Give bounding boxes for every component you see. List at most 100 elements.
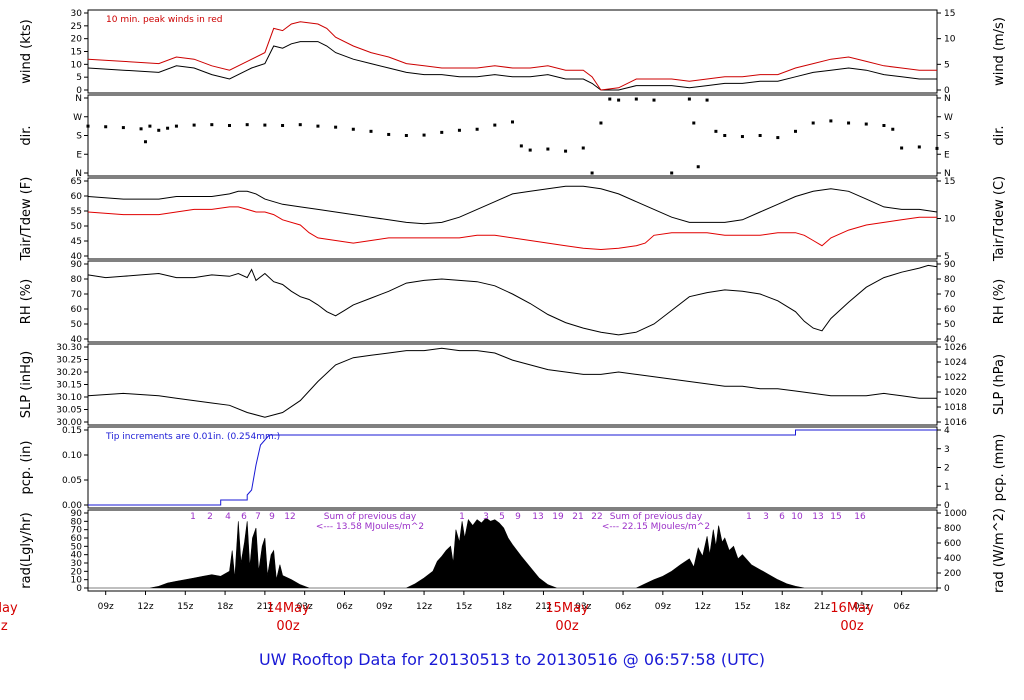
y-tick-label: 30.00 [56, 418, 82, 428]
x-tick-label: 12z [416, 602, 432, 612]
hour-label: 16 [854, 512, 866, 522]
hour-label: 1 [746, 512, 752, 522]
y-tick-label: 60 [71, 534, 83, 544]
y-tick-label: 30.05 [56, 406, 82, 416]
y-tick-label: E [76, 150, 82, 160]
x-tick-label: 15z [734, 602, 750, 612]
y-axis-label-right: rad (W/m^2) [992, 508, 1007, 593]
y-tick-label: 20 [71, 35, 83, 45]
hour-label: 19 [552, 512, 564, 522]
hour-label: 9 [269, 512, 275, 522]
panel-frame [87, 260, 938, 343]
data-point [511, 120, 514, 124]
hour-label: 3 [763, 512, 769, 522]
y-tick-label-right: 70 [944, 290, 956, 300]
x-tick-label: 12z [695, 602, 711, 612]
data-point [86, 124, 90, 128]
series-line [88, 429, 937, 506]
day-label-time: 00z [840, 619, 864, 634]
y-tick-label: 90 [71, 509, 83, 519]
x-tick-label: 09z [376, 602, 392, 612]
sum-label: Sum of previous day [610, 512, 703, 522]
y-tick-label: 30 [71, 559, 83, 569]
y-tick-label-right: 15 [944, 177, 955, 187]
y-tick-label-right: 10 [944, 215, 956, 225]
x-tick-label: 15z [456, 602, 472, 612]
y-axis-label: wind (kts) [19, 19, 34, 83]
panel-pcp: 0.00 0.05 0.10 0.15 0 1 2 3 4 pcp. (in) pcp. (mm) T… [19, 426, 1007, 511]
hour-label: 1 [190, 512, 196, 522]
x-tick-label: 09z [98, 602, 114, 612]
y-tick-label: 30.25 [56, 356, 82, 366]
x-tick-label: 06z [615, 602, 631, 612]
data-point [891, 127, 895, 131]
data-point [590, 171, 594, 175]
y-axis-label: Tair/Tdew (F) [19, 177, 34, 262]
y-tick-label-right: 3 [944, 445, 950, 455]
data-point [794, 129, 797, 133]
x-axis: 09z 12z 15z 18z 21z 03z 06z 09z 12z 15z 18z 21z 03z 0… [0, 591, 910, 634]
series-line [87, 264, 938, 336]
y-tick-label: 10 [71, 576, 83, 586]
data-point [696, 165, 700, 169]
hour-label: 22 [591, 512, 602, 522]
y-tick-label-right: 5 [944, 60, 950, 70]
y-axis-label-right: SLP (hPa) [992, 354, 1007, 415]
data-point [174, 124, 178, 128]
y-tick-label: N [75, 169, 82, 179]
hour-label: 3 [483, 512, 489, 522]
series-line [87, 347, 937, 418]
y-tick-label: 45 [71, 237, 82, 247]
data-point [882, 124, 886, 127]
hour-label: 13 [532, 512, 543, 522]
data-point [104, 125, 108, 129]
y-tick-label-right: S [944, 132, 950, 142]
x-tick-label: 21z [535, 602, 551, 612]
series-line [87, 21, 937, 91]
x-tick-label: 18z [774, 602, 790, 612]
data-point [157, 128, 161, 132]
y-axis-label-right: wind (m/s) [992, 17, 1007, 86]
hour-label: 6 [779, 512, 785, 522]
series-line [87, 206, 937, 251]
panel-frame [87, 509, 938, 592]
y-tick-label-right: 1016 [944, 418, 967, 428]
y-tick-label: 60 [71, 305, 83, 315]
y-tick-label-right: 4 [944, 426, 950, 436]
y-tick-label: 30.20 [56, 368, 82, 378]
hour-label: 9 [515, 512, 521, 522]
y-tick-label: N [75, 94, 82, 104]
panel-slp: 30.00 30.05 30.10 30.15 30.20 30.25 30.30 1016 1… [19, 343, 1007, 428]
data-point [263, 123, 267, 127]
y-tick-label: 30 [71, 9, 83, 19]
data-point [369, 129, 373, 133]
series-line [87, 185, 938, 225]
day-label: 16May [830, 601, 874, 616]
x-tick-label: 09z [655, 602, 671, 612]
y-tick-label-right: N [944, 94, 951, 104]
y-tick-label-right: E [944, 150, 950, 160]
panel-wind: 0 5 10 15 20 25 30 0 5 10 15 wind (kts) wind (m/s) 10… [19, 9, 1007, 96]
day-label: 14May [266, 601, 310, 616]
data-point [281, 124, 285, 127]
y-tick-label-right: 50 [944, 320, 956, 330]
y-tick-label-right: 800 [944, 524, 961, 534]
data-point [564, 149, 568, 153]
sum-value: <--- 13.58 MJoules/m^2 [316, 522, 424, 532]
hour-label: 2 [207, 512, 213, 522]
data-point [740, 135, 744, 139]
hour-label: 15 [830, 512, 841, 522]
y-tick-label: 50 [71, 320, 83, 330]
y-tick-label: 0.00 [62, 501, 82, 511]
data-point [316, 124, 320, 128]
y-tick-label-right: 1024 [944, 358, 967, 368]
y-axis-label: rad(Lgly/hr) [19, 512, 34, 588]
day-label: 13May [0, 601, 18, 616]
y-tick-label: 40 [71, 551, 83, 561]
x-tick-label: 06z [336, 602, 352, 612]
y-tick-label: 15 [71, 48, 82, 58]
y-axis-label-right: RH (%) [992, 279, 1007, 324]
y-tick-label: 50 [71, 222, 83, 232]
y-tick-label: 50 [71, 542, 83, 552]
